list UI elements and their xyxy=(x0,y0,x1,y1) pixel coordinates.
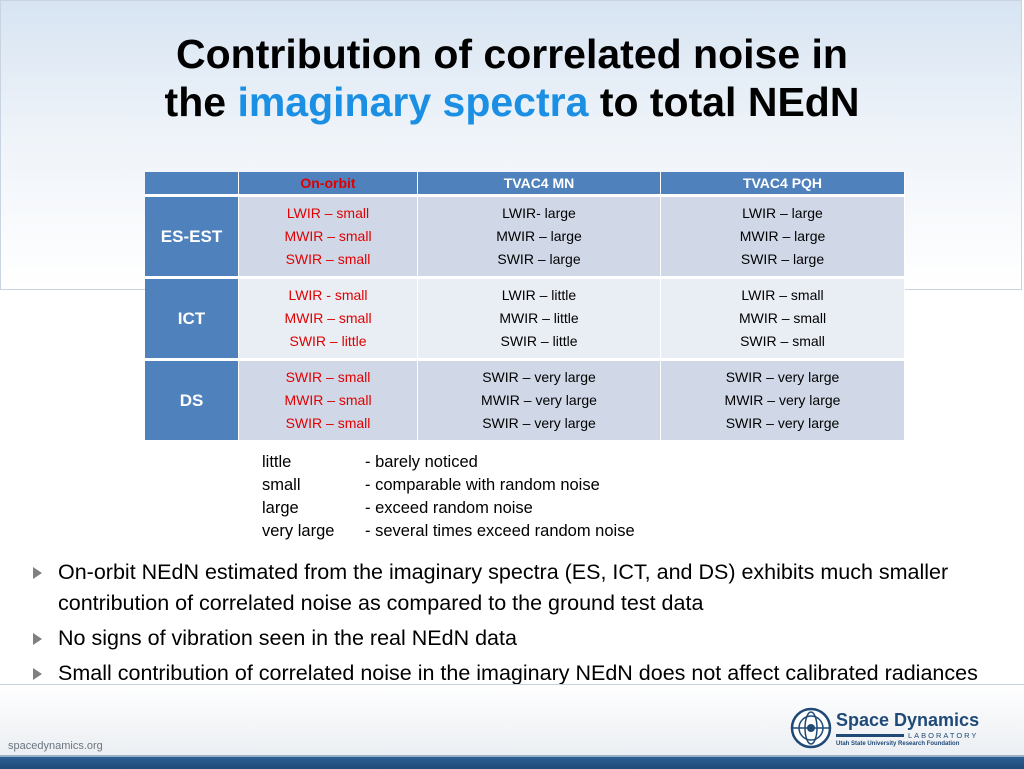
bullet-text: On-orbit NEdN estimated from the imagina… xyxy=(58,560,949,615)
table-cell: SWIR – small MWIR – small SWIR – small xyxy=(239,358,418,440)
footer: spacedynamics.org Space Dynamics LABORAT… xyxy=(0,684,1024,769)
legend-term: very large xyxy=(262,522,335,540)
cell-line: MWIR – large xyxy=(496,228,582,244)
legend-item: large - exceed random noise xyxy=(262,497,635,520)
table-row: ES-EST LWIR – small MWIR – small SWIR – … xyxy=(145,194,905,276)
cell-line: MWIR – small xyxy=(284,310,372,326)
legend-item: small - comparable with random noise xyxy=(262,474,635,497)
cell-line: MWIR – small xyxy=(284,392,372,408)
row-label: DS xyxy=(145,358,239,440)
noise-contribution-table: On-orbit TVAC4 MN TVAC4 PQH ES-EST LWIR … xyxy=(145,172,905,440)
cell-line: SWIR – very large xyxy=(725,369,840,385)
arrow-bullet-icon xyxy=(33,633,42,645)
table-cell: SWIR – very large MWIR – very large SWIR… xyxy=(661,358,905,440)
cell-line: MWIR – large xyxy=(739,228,826,244)
cell-line: LWIR – large xyxy=(742,205,823,221)
bullet-list: On-orbit NEdN estimated from the imagina… xyxy=(33,557,1008,693)
bullet-text: No signs of vibration seen in the real N… xyxy=(58,626,517,650)
logo-sub: LABORATORY xyxy=(908,731,979,740)
legend-desc: - several times exceed random noise xyxy=(365,522,635,540)
legend-term: large xyxy=(262,499,299,517)
table-cell: LWIR - small MWIR – small SWIR – little xyxy=(239,276,418,358)
slide-title: Contribution of correlated noise in the … xyxy=(0,30,1024,126)
table-cell: LWIR – small MWIR – small SWIR – small xyxy=(239,194,418,276)
title-line1: Contribution of correlated noise in xyxy=(176,31,848,77)
arrow-bullet-icon xyxy=(33,668,42,680)
cell-line: LWIR- large xyxy=(502,205,576,221)
legend-desc: - comparable with random noise xyxy=(365,476,600,494)
cell-line: SWIR – large xyxy=(497,251,581,267)
bullet-item: No signs of vibration seen in the real N… xyxy=(33,623,1008,654)
cell-line: SWIR – small xyxy=(285,251,371,267)
header-on-orbit: On-orbit xyxy=(239,172,418,194)
legend: little - barely noticed small - comparab… xyxy=(262,451,635,543)
legend-item: very large - several times exceed random… xyxy=(262,520,635,543)
cell-line: LWIR – small xyxy=(286,205,370,221)
title-line2-suffix: to total NEdN xyxy=(599,79,860,125)
cell-line: LWIR – small xyxy=(741,287,824,303)
legend-desc: - barely noticed xyxy=(365,453,478,471)
table-row: DS SWIR – small MWIR – small SWIR – smal… xyxy=(145,358,905,440)
bullet-item: Small contribution of correlated noise i… xyxy=(33,658,1008,689)
legend-term: little xyxy=(262,453,292,471)
logo-org: Utah State University Research Foundatio… xyxy=(836,741,960,747)
cell-line: SWIR – little xyxy=(500,333,578,349)
logo-name: Space Dynamics xyxy=(836,710,980,730)
table-cell: LWIR – little MWIR – little SWIR – littl… xyxy=(418,276,661,358)
arrow-bullet-icon xyxy=(33,567,42,579)
row-label: ES-EST xyxy=(145,194,239,276)
bullet-item: On-orbit NEdN estimated from the imagina… xyxy=(33,557,1008,619)
header-corner xyxy=(145,172,239,194)
cell-line: LWIR – little xyxy=(501,287,577,303)
header-tvac4-mn: TVAC4 MN xyxy=(418,172,661,194)
footer-url: spacedynamics.org xyxy=(8,740,103,752)
table-cell: SWIR – very large MWIR – very large SWIR… xyxy=(418,358,661,440)
sdl-globe-logo-icon xyxy=(790,707,832,749)
cell-line: SWIR – little xyxy=(289,333,367,349)
title-accent: imaginary spectra xyxy=(237,79,589,125)
footer-bar xyxy=(0,757,1024,769)
bullet-text: Small contribution of correlated noise i… xyxy=(58,661,978,685)
cell-line: SWIR – very large xyxy=(725,415,840,431)
cell-line: SWIR – large xyxy=(740,251,825,267)
table-row: ICT LWIR - small MWIR – small SWIR – lit… xyxy=(145,276,905,358)
legend-item: little - barely noticed xyxy=(262,451,635,474)
cell-line: LWIR - small xyxy=(288,287,368,303)
cell-line: SWIR – small xyxy=(285,369,371,385)
cell-line: SWIR – small xyxy=(285,415,371,431)
table-cell: LWIR- large MWIR – large SWIR – large xyxy=(418,194,661,276)
legend-desc: - exceed random noise xyxy=(365,499,533,517)
cell-line: SWIR – very large xyxy=(482,369,596,385)
row-label: ICT xyxy=(145,276,239,358)
table-cell: LWIR – large MWIR – large SWIR – large xyxy=(661,194,905,276)
logo-rule xyxy=(836,734,904,737)
title-line2-prefix: the xyxy=(164,79,227,125)
legend-term: small xyxy=(262,476,301,494)
table-cell: LWIR – small MWIR – small SWIR – small xyxy=(661,276,905,358)
sdl-logo: Space Dynamics LABORATORY Utah State Uni… xyxy=(790,707,990,759)
cell-line: MWIR – very large xyxy=(724,392,841,408)
header-tvac4-pqh: TVAC4 PQH xyxy=(661,172,905,194)
cell-line: MWIR – small xyxy=(284,228,372,244)
cell-line: SWIR – small xyxy=(740,333,825,349)
cell-line: MWIR – very large xyxy=(481,392,597,408)
cell-line: MWIR – small xyxy=(738,310,827,326)
table-header-row: On-orbit TVAC4 MN TVAC4 PQH xyxy=(145,172,905,194)
footer-accent-line xyxy=(0,755,1024,757)
cell-line: SWIR – very large xyxy=(482,415,596,431)
cell-line: MWIR – little xyxy=(499,310,579,326)
